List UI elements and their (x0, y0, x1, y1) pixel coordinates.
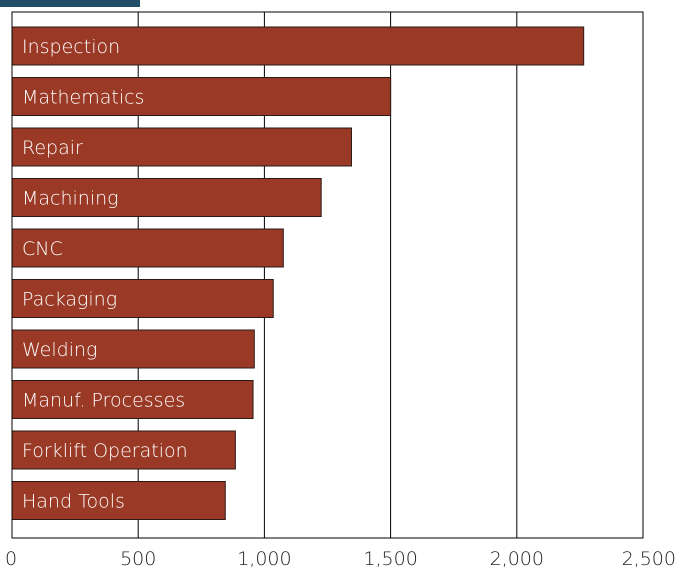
bar-label-2: Repair (22, 137, 83, 159)
x-axis-ticks: 0 500 1,000 1,500 2,000 2,500 (5, 548, 676, 569)
bar-label-8: Forklift Operation (22, 440, 188, 462)
bar-label-5: Packaging (22, 289, 117, 311)
x-tick-label-5: 2,500 (622, 548, 676, 569)
x-tick-label-1: 500 (120, 548, 156, 569)
bar-7 (11, 380, 254, 419)
x-tick-label-2: 1,000 (237, 548, 291, 569)
bars: Inspection Mathematics Repair Machining CNC P… (11, 26, 585, 520)
bar-label-0: Inspection (22, 36, 120, 58)
bar-label-6: Welding (22, 339, 97, 361)
bar-label-9: Hand Tools (22, 491, 125, 513)
bar-label-4: CNC (22, 238, 63, 260)
bar-1 (11, 77, 392, 116)
bar-label-7: Manuf. Processes (22, 390, 185, 412)
bar-label-1: Mathematics (22, 87, 144, 109)
bar-2 (11, 127, 352, 167)
bar-label-3: Machining (22, 188, 119, 210)
title-strip (0, 0, 140, 7)
bar-0 (11, 26, 585, 66)
bar-8 (11, 430, 236, 470)
x-tick-label-0: 0 (5, 548, 17, 569)
x-tick-label-4: 2,000 (490, 548, 544, 569)
bar-6 (11, 329, 255, 369)
bar-9 (11, 481, 226, 520)
plot-frame (11, 11, 644, 539)
x-tick-label-3: 1,500 (363, 548, 417, 569)
